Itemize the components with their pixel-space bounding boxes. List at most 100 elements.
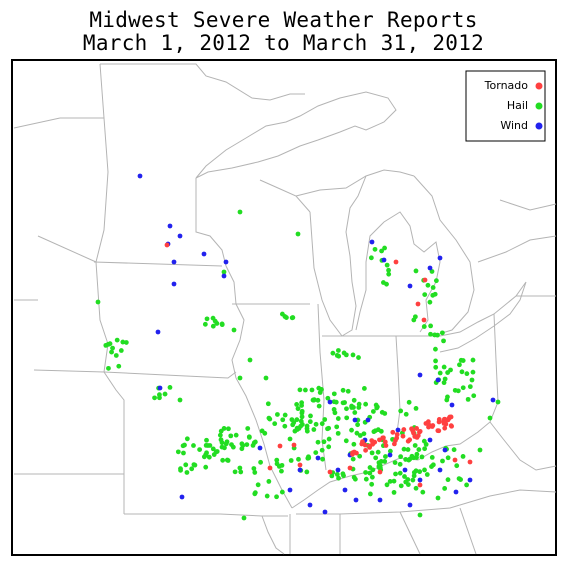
hail-report xyxy=(433,364,439,370)
hail-report xyxy=(467,384,473,390)
hail-report xyxy=(430,292,436,298)
hail-report xyxy=(405,482,411,487)
hail-report xyxy=(237,375,243,381)
hail-report xyxy=(251,466,257,471)
hail-report xyxy=(329,473,335,479)
hail-report xyxy=(349,427,354,433)
tornado-report xyxy=(414,434,420,440)
hail-report xyxy=(363,470,368,475)
hail-report xyxy=(263,375,269,381)
tornado-report xyxy=(291,442,297,448)
hail-report xyxy=(330,350,336,356)
hail-report xyxy=(383,454,388,459)
hail-report xyxy=(247,357,253,363)
hail-report xyxy=(411,317,417,323)
hail-report xyxy=(372,246,378,252)
legend: Tornado Hail Wind xyxy=(465,70,546,142)
hail-report xyxy=(222,445,227,451)
hail-report xyxy=(416,447,422,452)
hail-report xyxy=(294,417,300,423)
wind-report xyxy=(335,467,341,473)
wind-report xyxy=(342,487,348,493)
wind-report xyxy=(435,377,441,383)
hail-report xyxy=(313,450,319,456)
hail-report xyxy=(288,458,294,463)
hail-report xyxy=(441,380,447,386)
hail-report xyxy=(419,454,425,460)
hail-report xyxy=(220,457,226,463)
hail-report xyxy=(363,401,369,407)
hail-report xyxy=(454,463,460,469)
hail-report xyxy=(335,348,341,353)
hail-report xyxy=(464,371,470,377)
hail-report xyxy=(369,450,375,456)
hail-report xyxy=(378,459,384,464)
hail-report xyxy=(240,443,246,448)
hail-report xyxy=(382,411,388,416)
hail-report xyxy=(252,439,258,445)
tornado-report xyxy=(164,242,170,248)
hail-report xyxy=(369,481,375,487)
hail-report xyxy=(386,267,391,273)
hail-report xyxy=(287,436,293,442)
hail-report xyxy=(411,470,417,475)
wind-report xyxy=(201,251,207,257)
hail-report xyxy=(334,424,340,430)
tornado-report xyxy=(400,433,406,439)
hail-report xyxy=(470,369,476,375)
hail-report xyxy=(210,323,216,329)
hail-report xyxy=(441,338,446,344)
hail-report xyxy=(331,407,337,412)
hail-report xyxy=(392,460,398,465)
wind-report xyxy=(221,273,227,279)
hail-report xyxy=(351,397,357,403)
hail-report xyxy=(335,430,341,436)
hail-report xyxy=(245,426,251,431)
hail-report xyxy=(309,387,315,393)
hail-report xyxy=(295,406,301,412)
hail-report xyxy=(296,456,301,462)
hail-report xyxy=(316,403,322,409)
tornado-report xyxy=(452,457,458,463)
hail-report xyxy=(233,432,239,438)
hail-report xyxy=(411,473,417,479)
wind-report xyxy=(381,257,387,263)
hail-report xyxy=(398,483,404,489)
hail-report xyxy=(252,470,258,475)
hail-report xyxy=(356,355,361,360)
tornado-report xyxy=(277,443,283,449)
hail-report xyxy=(410,477,416,483)
hail-report xyxy=(280,417,286,423)
wind-report xyxy=(322,509,328,515)
hail-report xyxy=(319,447,325,453)
hail-report xyxy=(238,469,244,475)
hail-report xyxy=(397,470,403,476)
hail-report xyxy=(357,433,363,438)
wind-report xyxy=(442,447,448,453)
hail-report xyxy=(203,464,209,470)
hail-report xyxy=(182,442,187,448)
hail-report xyxy=(440,458,445,464)
wind-report xyxy=(177,233,183,239)
hail-report xyxy=(465,396,471,402)
hail-report xyxy=(495,399,501,405)
hail-report xyxy=(427,299,433,305)
hail-report xyxy=(294,425,300,431)
wind-report xyxy=(407,502,413,508)
hail-report xyxy=(202,321,208,327)
hail-report xyxy=(351,405,356,410)
hail-report xyxy=(357,453,363,459)
legend-marker-hail xyxy=(535,102,543,110)
hail-report xyxy=(469,377,475,383)
hail-report xyxy=(370,409,376,414)
hail-report xyxy=(219,321,225,327)
hail-report xyxy=(429,269,435,274)
wind-report xyxy=(437,255,443,261)
hail-report xyxy=(350,456,356,462)
hail-report xyxy=(189,466,195,472)
tornado-report xyxy=(405,438,411,444)
hail-report xyxy=(307,419,313,425)
legend-label-hail: Hail xyxy=(507,99,528,112)
hail-report xyxy=(401,446,407,452)
hail-report xyxy=(460,358,466,363)
